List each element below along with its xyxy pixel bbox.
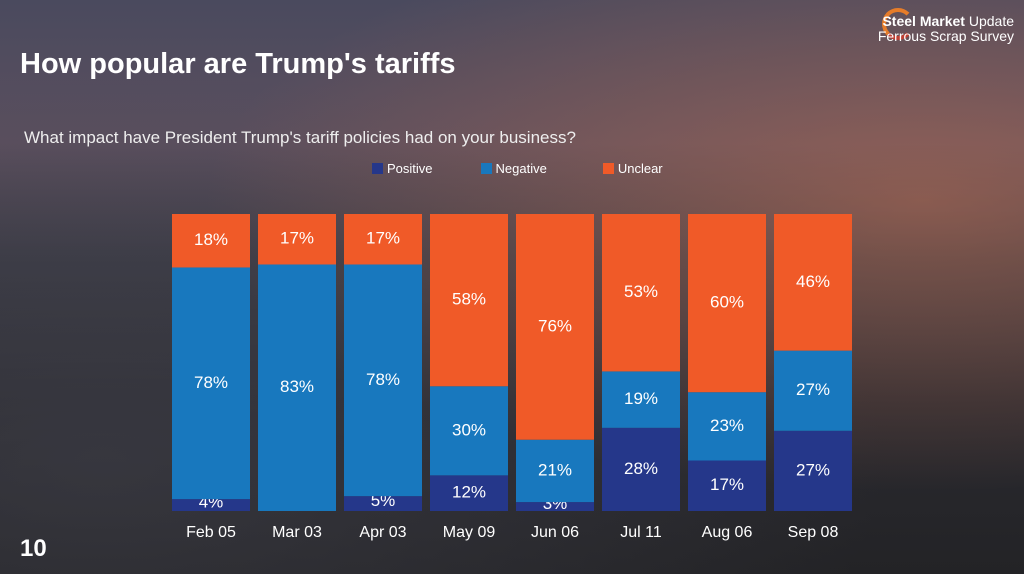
data-label: 28%	[624, 459, 658, 478]
data-label: 17%	[710, 475, 744, 494]
category-label: Mar 03	[272, 524, 322, 541]
data-label: 46%	[796, 272, 830, 291]
legend-label: Unclear	[617, 161, 663, 176]
category-label: May 09	[443, 524, 496, 541]
data-label: 78%	[194, 373, 228, 392]
page-number: 10	[20, 535, 47, 562]
bar-segment-positive	[344, 496, 422, 511]
category-label: Aug 06	[702, 524, 753, 541]
chart-question: What impact have President Trump's tarif…	[24, 128, 576, 147]
legend-swatch	[480, 163, 492, 174]
data-label: 78%	[366, 370, 400, 389]
data-label: 21%	[538, 460, 572, 479]
bar-segment-positive	[430, 475, 508, 511]
legend-item-negative: Negative	[480, 161, 547, 176]
bar-segment-negative	[172, 267, 250, 500]
data-label: 17%	[280, 229, 314, 248]
category-label: Feb 05	[186, 524, 236, 541]
bar-segment-negative	[344, 264, 422, 497]
logo-text-light: Update	[968, 13, 1014, 29]
data-label: 27%	[796, 380, 830, 399]
bar-segment-unclear	[688, 214, 766, 393]
legend-swatch	[602, 163, 614, 174]
legend-item-unclear: Unclear	[602, 161, 663, 176]
data-label: 58%	[452, 290, 486, 309]
data-label: 23%	[710, 416, 744, 435]
category-label: Jul 11	[620, 524, 662, 541]
category-label: Jun 06	[531, 524, 579, 541]
data-label: 83%	[280, 377, 314, 396]
data-label: 18%	[194, 230, 228, 249]
page-title: How popular are Trump's tariffs	[20, 48, 456, 80]
legend: Positive Negative Unclear	[372, 161, 711, 176]
category-label: Sep 08	[788, 524, 839, 541]
legend-label: Positive	[387, 161, 433, 176]
bar-segment-positive	[688, 460, 766, 511]
bar-segment-negative	[430, 386, 508, 476]
bar-segment-negative	[602, 371, 680, 428]
legend-swatch	[372, 163, 383, 174]
data-label: 60%	[710, 293, 744, 312]
category-label: Apr 03	[359, 524, 406, 541]
bar-segment-unclear	[774, 214, 852, 351]
legend-label: Negative	[495, 161, 547, 176]
bar-segment-positive	[602, 427, 680, 511]
bar-segment-negative	[258, 264, 336, 511]
bar-segment-positive	[516, 502, 594, 511]
logo-subtitle: Ferrous Scrap Survey	[877, 28, 1014, 44]
data-label: 17%	[366, 229, 400, 248]
bar-segment-positive	[172, 499, 250, 511]
bar-segment-negative	[516, 439, 594, 503]
bar-segment-unclear	[344, 214, 422, 265]
bar-segment-negative	[774, 350, 852, 431]
data-label: 30%	[452, 420, 486, 439]
data-label: 19%	[624, 389, 658, 408]
bar-segment-unclear	[172, 214, 250, 268]
bar-segment-unclear	[258, 214, 336, 265]
bar-segment-unclear	[430, 214, 508, 387]
bar-segment-positive	[774, 430, 852, 511]
data-label: 27%	[796, 460, 830, 479]
bar-segment-unclear	[602, 214, 680, 372]
data-label: 53%	[624, 282, 658, 301]
data-label: 12%	[452, 483, 486, 502]
bar-segment-negative	[688, 392, 766, 461]
bar-segment-unclear	[516, 214, 594, 440]
data-label: 76%	[538, 316, 572, 335]
logo-text-bold: Steel Market	[882, 13, 965, 29]
legend-item-positive: Positive	[372, 161, 433, 176]
